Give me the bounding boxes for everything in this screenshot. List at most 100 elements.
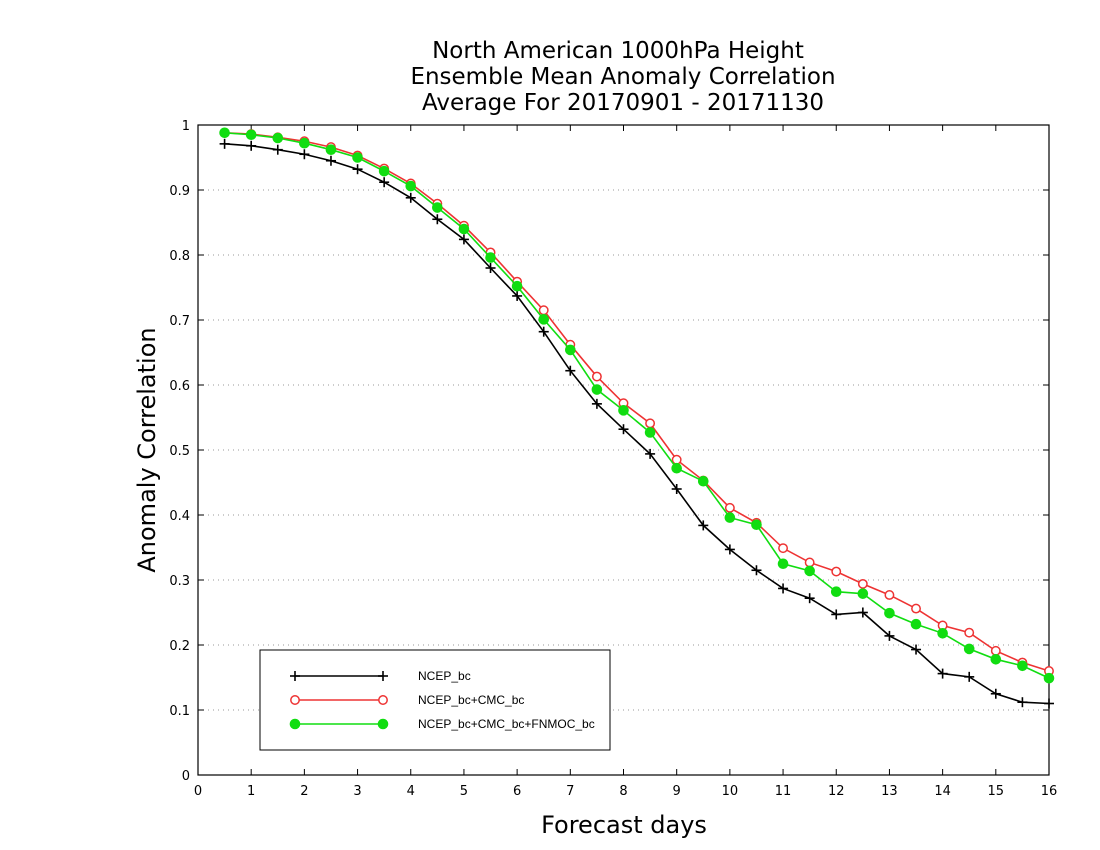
- data-point: [511, 280, 523, 292]
- y-tick-label: 0.3: [169, 574, 190, 589]
- data-point: [245, 129, 257, 141]
- x-tick-label: 3: [353, 784, 361, 799]
- legend-marker: [377, 718, 389, 730]
- x-tick-label: 1: [247, 784, 255, 799]
- data-point: [272, 132, 284, 144]
- data-point: [325, 155, 336, 166]
- data-point: [645, 448, 656, 459]
- series-line: [224, 132, 1050, 679]
- x-tick-label: 0: [194, 784, 202, 799]
- x-tick-label: 12: [828, 784, 845, 799]
- data-point: [219, 127, 230, 139]
- x-tick-label: 4: [407, 784, 415, 799]
- data-point: [299, 149, 310, 160]
- data-point: [911, 603, 921, 614]
- data-point: [325, 144, 337, 155]
- data-point: [857, 588, 869, 599]
- x-tick-label: 5: [460, 784, 468, 799]
- data-point: [618, 405, 629, 416]
- grid-lines: [198, 189, 1049, 711]
- series-line: [224, 132, 1050, 672]
- data-point: [857, 607, 868, 618]
- data-point: [778, 543, 789, 554]
- y-tick-label: 0.8: [169, 249, 190, 264]
- data-point: [1043, 672, 1055, 684]
- data-point: [804, 593, 815, 604]
- data-point: [724, 512, 736, 523]
- data-point: [724, 544, 735, 555]
- data-point: [964, 627, 975, 638]
- data-point: [990, 645, 1001, 656]
- data-point: [405, 192, 416, 203]
- data-point: [219, 138, 230, 149]
- data-point: [246, 140, 257, 151]
- data-point: [671, 484, 682, 494]
- data-point: [884, 590, 895, 600]
- data-point: [830, 586, 842, 598]
- title-line-2: Ensemble Mean Anomaly Correlation: [410, 64, 835, 90]
- data-point: [432, 202, 443, 213]
- data-point: [831, 566, 842, 577]
- title-line-1: North American 1000hPa Height: [432, 38, 804, 64]
- data-point: [272, 144, 283, 155]
- y-tick-label: 0.5: [169, 444, 190, 459]
- data-point: [804, 557, 815, 568]
- data-point: [591, 398, 602, 409]
- data-point: [937, 668, 948, 679]
- data-point: [963, 643, 975, 655]
- x-tick-label: 14: [934, 784, 951, 799]
- x-tick-label: 15: [988, 784, 1005, 799]
- legend-item: NCEP_bc+CMC_bc: [290, 693, 524, 707]
- x-tick-label: 10: [722, 784, 739, 799]
- legend-marker: [378, 695, 388, 705]
- data-point: [485, 263, 496, 273]
- data-point: [804, 565, 815, 577]
- data-point: [538, 314, 550, 325]
- data-point: [671, 462, 682, 474]
- y-tick-label: 0: [182, 769, 190, 784]
- data-point: [1017, 660, 1028, 672]
- legend-marker: [289, 718, 301, 730]
- y-tick-label: 0.4: [169, 509, 190, 524]
- data-point: [644, 427, 656, 438]
- x-tick-label: 8: [619, 784, 627, 799]
- data-point: [432, 214, 443, 225]
- x-tick-label: 2: [300, 784, 308, 799]
- series-ncep-bc-cmc-bc: [219, 127, 1054, 676]
- series-ncep-bc: [219, 138, 1054, 709]
- data-point: [884, 630, 895, 641]
- data-point: [671, 454, 682, 465]
- y-tick-label: 0.6: [169, 379, 190, 394]
- data-point: [645, 418, 656, 429]
- data-point: [698, 520, 709, 531]
- data-point: [299, 137, 310, 149]
- legend-label: NCEP_bc: [418, 669, 471, 683]
- data-point: [378, 165, 390, 177]
- data-point: [831, 609, 842, 620]
- data-point: [565, 344, 576, 356]
- title-line-3: Average For 20170901 - 20171130: [422, 90, 824, 116]
- data-point: [751, 565, 762, 576]
- y-tick-label: 1: [182, 119, 190, 134]
- x-tick-label: 11: [775, 784, 792, 799]
- x-tick-label: 7: [566, 784, 574, 799]
- x-tick-label: 6: [513, 784, 521, 799]
- data-point: [352, 152, 363, 163]
- data-point: [1017, 697, 1028, 708]
- data-point: [458, 234, 469, 245]
- data-point: [591, 384, 603, 395]
- data-point: [751, 519, 762, 531]
- data-point: [990, 688, 1001, 699]
- y-tick-label: 0.7: [169, 314, 190, 329]
- legend-item: NCEP_bc: [290, 669, 471, 683]
- data-point: [697, 475, 709, 487]
- data-point: [618, 424, 629, 435]
- series-line: [224, 143, 1050, 705]
- y-axis-label: Anomaly Correlation: [133, 327, 161, 572]
- x-axis-label: Forecast days: [541, 811, 707, 839]
- data-point: [937, 628, 948, 639]
- x-tick-label: 9: [673, 784, 681, 799]
- legend-marker: [378, 671, 388, 681]
- legend-label: NCEP_bc+CMC_bc: [418, 693, 524, 707]
